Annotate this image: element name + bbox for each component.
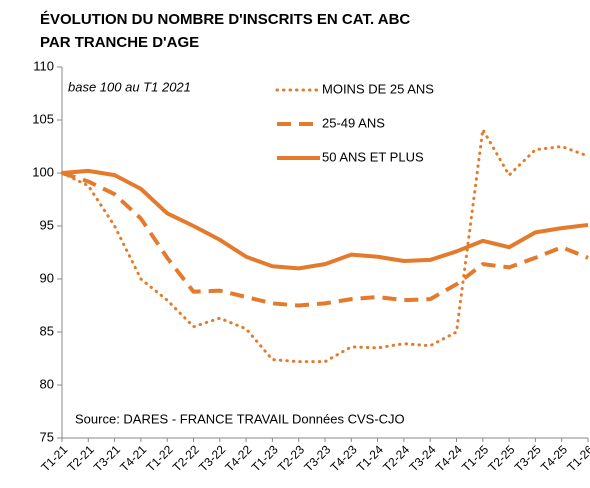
annotation: Source: DARES - FRANCE TRAVAIL Données C… xyxy=(75,411,405,426)
x-tick-label: T2-22 xyxy=(170,442,202,474)
legend-label: 50 ANS ET PLUS xyxy=(322,149,424,164)
legend-label: MOINS DE 25 ANS xyxy=(322,81,434,96)
series-line xyxy=(60,128,590,364)
x-tick-label: T1-23 xyxy=(249,442,281,474)
x-tick-label: T2-24 xyxy=(380,442,412,474)
legend-label: 25-49 ANS xyxy=(322,115,385,130)
chart-title: ÉVOLUTION DU NOMBRE D'INSCRITS EN CAT. A… xyxy=(40,11,410,28)
x-tick-label: T3-24 xyxy=(406,442,438,474)
series-line xyxy=(61,168,589,271)
x-tick-label: T2-21 xyxy=(65,442,97,474)
x-tick-label: T1-26 xyxy=(564,442,590,474)
x-tick-label: T1-25 xyxy=(459,442,491,474)
y-tick-label: 90 xyxy=(40,270,54,285)
chart-title: PAR TRANCHE D'AGE xyxy=(40,34,199,51)
x-tick-label: T4-24 xyxy=(433,442,465,474)
y-tick-label: 75 xyxy=(40,429,54,444)
x-tick-label: T2-25 xyxy=(485,442,517,474)
y-tick-label: 95 xyxy=(40,217,54,232)
y-tick-label: 105 xyxy=(32,111,54,126)
x-tick-label: T3-25 xyxy=(512,442,544,474)
x-tick-label: T4-22 xyxy=(222,442,254,474)
x-tick-label: T1-22 xyxy=(143,442,175,474)
annotation: base 100 au T1 2021 xyxy=(68,79,191,94)
y-tick-label: 85 xyxy=(40,323,54,338)
x-tick-label: T1-24 xyxy=(354,442,386,474)
x-tick-label: T4-21 xyxy=(117,442,149,474)
y-tick-label: 110 xyxy=(33,58,54,73)
x-tick-label: T4-23 xyxy=(328,442,360,474)
y-tick-label: 100 xyxy=(32,164,54,179)
y-tick-label: 80 xyxy=(40,376,54,391)
x-tick-label: T3-21 xyxy=(91,442,123,474)
x-tick-label: T3-22 xyxy=(196,442,228,474)
x-tick-label: T4-25 xyxy=(538,442,570,474)
x-tick-label: T1-21 xyxy=(38,442,70,474)
x-tick-label: T3-23 xyxy=(301,442,333,474)
series-line xyxy=(61,171,589,308)
x-tick-label: T2-23 xyxy=(275,442,307,474)
